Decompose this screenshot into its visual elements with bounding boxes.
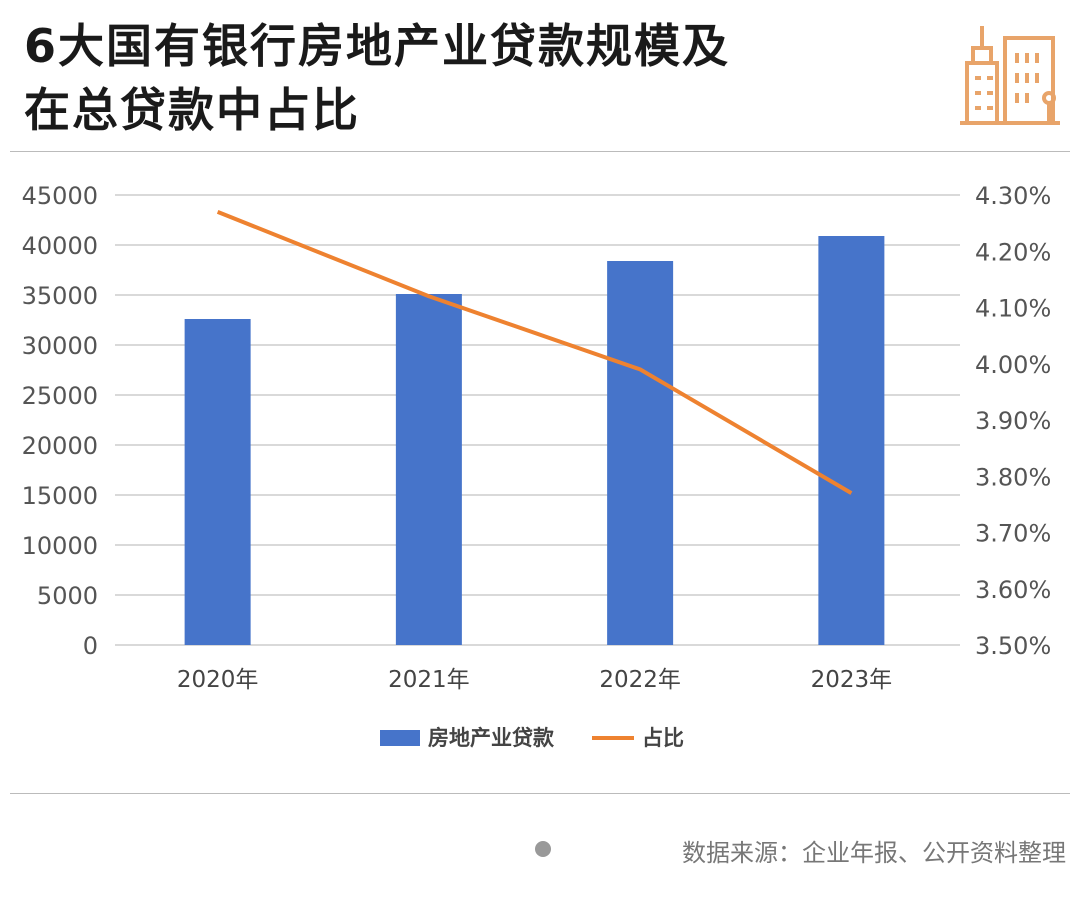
bullet-dot: [535, 841, 551, 857]
bar-2020年: [184, 319, 251, 645]
legend: 房地产业贷款 占比: [380, 726, 684, 750]
source-note: 数据来源：企业年报、公开资料整理: [682, 840, 1066, 867]
left-tick-label: 25000: [22, 382, 98, 410]
legend-label-bar: 房地产业贷款: [428, 726, 555, 750]
right-tick-label: 3.70%: [975, 520, 1051, 548]
left-tick-label: 10000: [22, 532, 98, 560]
left-tick-label: 30000: [22, 332, 98, 360]
x-tick-label: 2021年: [388, 667, 470, 693]
legend-label-line: 占比: [642, 726, 684, 750]
bar-2022年: [607, 261, 674, 645]
legend-swatch-bar: [380, 730, 420, 746]
left-tick-label: 35000: [22, 282, 98, 310]
right-tick-label: 3.80%: [975, 463, 1051, 491]
x-tick-label: 2023年: [811, 667, 893, 693]
bar-2021年: [395, 294, 462, 645]
right-tick-label: 3.60%: [975, 576, 1051, 604]
right-tick-label: 4.00%: [975, 351, 1051, 379]
title-line-2: 在总贷款中占比: [24, 83, 360, 137]
title-line-1: 6大国有银行房地产业贷款规模及: [24, 19, 731, 73]
combo-chart: 0 5000 10000 15000 20000 25000 30000 35000 40000…: [22, 182, 1052, 750]
chart-title: 6大国有银行房地产业贷款规模及 在总贷款中占比: [24, 14, 730, 142]
bar-2023年: [818, 236, 885, 645]
left-tick-label: 0: [83, 632, 98, 660]
footer-divider: [10, 793, 1070, 794]
title-divider: [10, 151, 1070, 152]
left-tick-label: 15000: [22, 482, 98, 510]
x-tick-label: 2022年: [599, 667, 681, 693]
left-tick-label: 45000: [22, 182, 98, 210]
left-tick-label: 40000: [22, 232, 98, 260]
right-tick-label: 4.10%: [975, 295, 1051, 323]
city-buildings-icon: [960, 26, 1060, 125]
right-tick-label: 3.50%: [975, 632, 1051, 660]
right-tick-label: 4.30%: [975, 182, 1051, 210]
left-tick-label: 5000: [37, 582, 98, 610]
share-line: [216, 210, 853, 495]
right-tick-label: 4.20%: [975, 238, 1051, 266]
right-tick-label: 3.90%: [975, 407, 1051, 435]
x-tick-label: 2020年: [177, 667, 259, 693]
left-tick-label: 20000: [22, 432, 98, 460]
